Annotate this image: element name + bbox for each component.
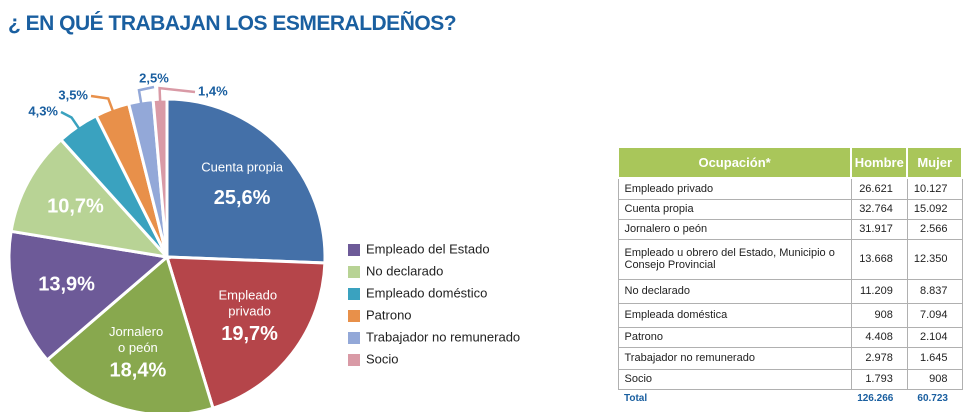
legend-label: Trabajador no remunerado bbox=[366, 329, 520, 344]
total-cell: 126.266 bbox=[851, 388, 908, 409]
table-cell: Empleado privado bbox=[617, 177, 852, 200]
table-cell: 8.837 bbox=[906, 278, 963, 304]
legend-swatch bbox=[348, 332, 360, 344]
table-cell: 11.209 bbox=[850, 278, 908, 304]
table-cell: Patrono bbox=[617, 326, 852, 348]
table-cell: 2.978 bbox=[850, 346, 908, 370]
table-cell: Socio bbox=[617, 368, 852, 390]
legend-label: Empleado doméstico bbox=[366, 285, 487, 300]
slice-name: Empleado privado bbox=[219, 288, 281, 319]
data-label: 4,3% bbox=[28, 103, 58, 118]
table-row: Patrono 4.408 2.104 bbox=[617, 326, 963, 348]
slice-name: Cuenta propia bbox=[201, 160, 283, 175]
legend-label: Empleado del Estado bbox=[366, 241, 490, 256]
legend-swatch bbox=[348, 244, 360, 256]
table-cell: Cuenta propia bbox=[617, 198, 852, 220]
table-row: Cuenta propia 32.764 15.092 bbox=[617, 198, 963, 220]
table-cell: 2.104 bbox=[906, 326, 963, 348]
table-row: Socio 1.793 908 bbox=[617, 368, 963, 390]
table-cell: Jornalero o peón bbox=[617, 218, 852, 240]
table-cell: 26.621 bbox=[850, 177, 908, 200]
table-cell: 12.350 bbox=[906, 238, 963, 280]
legend-label: No declarado bbox=[366, 263, 443, 278]
table-cell: 908 bbox=[906, 368, 963, 390]
table-row: Jornalero o peón 31.917 2.566 bbox=[617, 218, 963, 240]
legend-swatch bbox=[348, 354, 360, 366]
legend-swatch bbox=[348, 266, 360, 278]
table-cell: No declarado bbox=[617, 278, 852, 304]
slice-name-line: privado bbox=[228, 304, 271, 319]
total-cell: Total bbox=[618, 388, 852, 409]
table-cell: 10.127 bbox=[906, 177, 963, 200]
legend-label: Patrono bbox=[366, 307, 412, 322]
legend-label: Socio bbox=[366, 351, 399, 366]
data-label: 10,7% bbox=[47, 195, 104, 217]
slice-name-line: o peón bbox=[118, 341, 158, 356]
title: ¿ EN QUÉ TRABAJAN LOS ESMERALDEÑOS? bbox=[8, 12, 457, 35]
header-cell: Ocupación* bbox=[616, 146, 853, 179]
table-cell: 4.408 bbox=[850, 326, 908, 348]
data-label: 19,7% bbox=[221, 323, 278, 345]
data-label: 1,4% bbox=[198, 83, 228, 98]
pie-slice bbox=[9, 137, 171, 260]
table-cell: Empleado u obrero del Estado, Municipio … bbox=[617, 238, 852, 280]
table-row: Empleada doméstica 908 7.094 bbox=[617, 302, 963, 328]
table-cell: 2.566 bbox=[906, 218, 963, 240]
header-cell: Hombre bbox=[850, 146, 909, 179]
leader-line bbox=[137, 85, 155, 107]
table-cell: 1.793 bbox=[850, 368, 908, 390]
table-cell: 13.668 bbox=[850, 238, 908, 280]
total-cell: 60.723 bbox=[907, 388, 962, 409]
data-label: 3,5% bbox=[58, 87, 88, 102]
table-row: Empleado u obrero del Estado, Municipio … bbox=[617, 238, 963, 280]
leader-line bbox=[60, 110, 82, 132]
header-row: Ocupación* Hombre Mujer bbox=[616, 146, 963, 179]
pie-slice bbox=[45, 254, 215, 412]
table-row: Trabajador no remunerado 2.978 1.645 bbox=[617, 346, 963, 370]
leader-line bbox=[90, 94, 115, 114]
table-cell: 7.094 bbox=[906, 302, 963, 328]
pie-slice bbox=[7, 229, 171, 363]
header-cell: Mujer bbox=[906, 146, 963, 179]
table-cell: Empleada doméstica bbox=[617, 302, 852, 328]
data-label: 25,6% bbox=[214, 187, 271, 209]
table-row: No declarado 11.209 8.837 bbox=[617, 278, 963, 304]
slice-name-line: Cuenta propia bbox=[201, 160, 283, 175]
pie-slice bbox=[165, 97, 327, 265]
data-table: Ocupación* Hombre Mujer Empleado privado 26.… bbox=[616, 146, 963, 409]
slice-name-line: Empleado bbox=[219, 288, 281, 303]
legend-swatch bbox=[348, 310, 360, 322]
total-row: Total 126.266 60.723 bbox=[618, 388, 962, 409]
pie-slice bbox=[164, 255, 327, 411]
table-cell: 908 bbox=[850, 302, 908, 328]
chart: Cuenta propia 25,6% Empleado privado 19,7% J… bbox=[7, 70, 520, 412]
data-label: 18,4% bbox=[110, 359, 167, 381]
table-cell: 32.764 bbox=[850, 198, 908, 220]
data-label: 2,5% bbox=[139, 70, 169, 85]
slice-name: Jornalero o peón bbox=[109, 325, 167, 356]
table-row: Empleado privado 26.621 10.127 bbox=[617, 177, 963, 200]
slice-name-line: Jornalero bbox=[109, 325, 167, 340]
table-cell: 1.645 bbox=[906, 346, 963, 370]
data-label: 13,9% bbox=[38, 273, 95, 295]
table-cell: 31.917 bbox=[850, 218, 908, 240]
leader-line bbox=[158, 86, 196, 104]
legend-swatch bbox=[348, 288, 360, 300]
table-cell: Trabajador no remunerado bbox=[617, 346, 852, 370]
table-cell: 15.092 bbox=[906, 198, 963, 220]
